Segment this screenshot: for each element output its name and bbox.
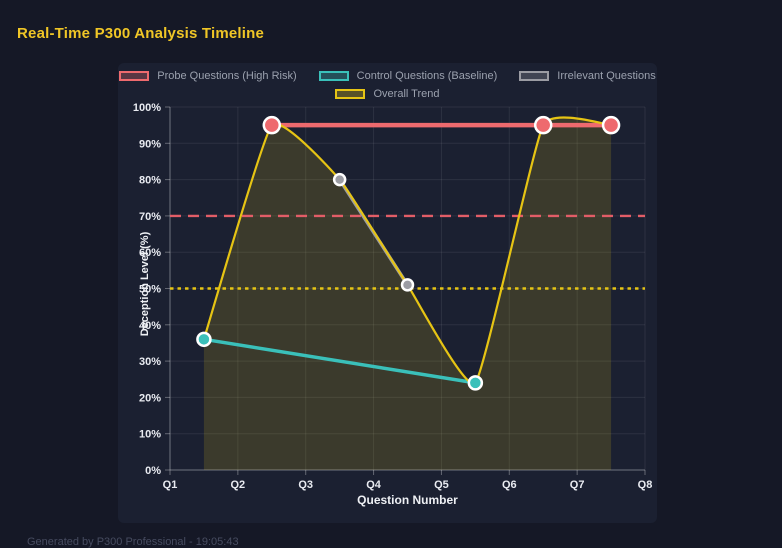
- y-tick-label: 20%: [139, 392, 161, 404]
- x-tick-label: Q5: [434, 479, 449, 491]
- legend-swatch-icon: [335, 89, 366, 99]
- legend-item-irrelevant-questions[interactable]: Irrelevant Questions: [519, 70, 656, 82]
- chart-legend: Probe Questions (High Risk) Control Quest…: [118, 70, 657, 100]
- legend-label: Control Questions (Baseline): [356, 70, 498, 82]
- x-tick-label: Q4: [366, 479, 382, 491]
- legend-label: Overall Trend: [373, 88, 440, 100]
- x-tick-label: Q2: [231, 479, 246, 491]
- x-tick-label: Q7: [570, 479, 585, 491]
- data-point-marker: [601, 115, 621, 135]
- data-point-marker: [533, 115, 553, 135]
- x-tick-label: Q6: [502, 479, 517, 491]
- legend-swatch-icon: [318, 71, 349, 81]
- data-point-marker: [400, 278, 415, 292]
- y-tick-label: 40%: [139, 320, 161, 332]
- plot-area: 0% 10% 20% 30% 40% 50% 60% 70% 80% 90% 100% Q1 Q2 Q3 Q…: [133, 102, 653, 491]
- data-point-marker: [332, 172, 347, 187]
- legend-swatch-icon: [519, 71, 550, 81]
- y-tick-label: 90%: [139, 138, 161, 150]
- y-tick-label: 10%: [139, 429, 161, 441]
- legend-item-probe-questions-high-risk[interactable]: Probe Questions (High Risk): [119, 70, 297, 82]
- legend-row-trend: Overall Trend: [335, 88, 440, 100]
- data-point-marker: [262, 115, 282, 135]
- legend-label: Probe Questions (High Risk): [157, 70, 297, 82]
- page-title: Real-Time P300 Analysis Timeline: [17, 25, 265, 42]
- legend-row-main: Probe Questions (High Risk) Control Quest…: [119, 70, 656, 82]
- data-point-marker: [196, 331, 212, 348]
- legend-item-overall-trend[interactable]: Overall Trend: [335, 88, 440, 100]
- y-tick-label: 0%: [145, 465, 161, 477]
- series-line: [202, 337, 478, 385]
- legend-swatch-icon: [119, 71, 150, 81]
- x-tick-label: Q8: [638, 479, 653, 491]
- x-tick-label: Q1: [163, 479, 178, 491]
- legend-label: Irrelevant Questions: [557, 70, 656, 82]
- data-point-marker: [467, 375, 484, 391]
- y-tick-label: 60%: [139, 247, 161, 259]
- x-tick-label: Q3: [298, 479, 313, 491]
- y-tick-label: 80%: [139, 175, 161, 187]
- trend-area-fill: [203, 117, 612, 471]
- y-tick-label: 50%: [139, 284, 161, 296]
- y-tick-label: 70%: [139, 211, 161, 223]
- legend-item-control-questions-baseline[interactable]: Control Questions (Baseline): [318, 70, 498, 82]
- footer-generated-note: Generated by P300 Professional - 19:05:4…: [27, 536, 239, 548]
- x-axis-title: Question Number: [357, 493, 458, 507]
- chart-panel: Probe Questions (High Risk) Control Quest…: [118, 63, 657, 523]
- y-tick-label: 30%: [139, 356, 161, 368]
- y-axis-title: Deception Level (%): [139, 231, 151, 337]
- y-tick-label: 100%: [133, 102, 161, 114]
